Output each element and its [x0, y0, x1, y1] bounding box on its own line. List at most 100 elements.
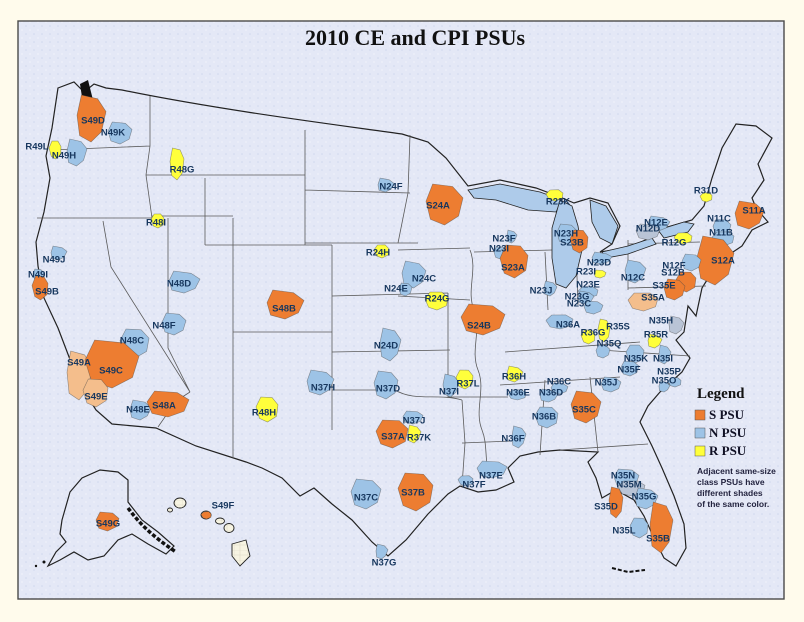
- psu-region-R31D: [699, 192, 713, 203]
- psu-label-S24A: S24A: [426, 201, 450, 212]
- psu-region-R48I: [150, 213, 165, 229]
- psu-label-N23H: N23H: [554, 229, 578, 240]
- psu-region-N35K: [625, 344, 645, 364]
- psu-region-R23K: [545, 189, 564, 202]
- psu-region-S48A: [146, 390, 190, 418]
- niihau-island: [167, 507, 173, 513]
- psu-label-S49A: S49A: [67, 358, 91, 369]
- aleutian-island: [34, 564, 38, 568]
- psu-label-N37I: N37I: [439, 387, 459, 398]
- psu-region-S49C: [84, 339, 140, 389]
- psu-label-N35P: N35P: [657, 367, 681, 378]
- psu-label-N36D: N36D: [539, 388, 563, 399]
- psu-region-R36H: [506, 365, 524, 383]
- psu-label-N35K: N35K: [624, 354, 648, 365]
- psu-region-S49D: [76, 94, 107, 143]
- psu-region-S37A: [375, 419, 409, 449]
- psu-region-S35D: [608, 486, 624, 519]
- psu-label-R24H: R24H: [366, 248, 390, 259]
- psu-region-N35I: [658, 344, 672, 365]
- psu-label-S49D: S49D: [81, 116, 105, 127]
- psu-region-N49K: [107, 121, 133, 145]
- psu-region-N48F: [161, 312, 187, 336]
- psu-label-N35J: N35J: [595, 378, 618, 389]
- psu-region-S11A: [734, 200, 765, 230]
- psu-label-R31D: R31D: [694, 186, 718, 197]
- psu-label-N11C: N11C: [707, 214, 731, 225]
- psu-region-N35H: [668, 315, 685, 335]
- psu-region-N12D: [635, 223, 661, 241]
- psu-label-S49C: S49C: [99, 366, 123, 377]
- psu-label-R24G: R24G: [425, 294, 450, 305]
- psu-label-N36C: N36C: [547, 377, 571, 388]
- psu-label-N23E: N23E: [576, 280, 600, 291]
- psu-label-N35I: N35I: [653, 354, 673, 365]
- psu-label-R35S: R35S: [606, 322, 630, 333]
- psu-label-N48E: N48E: [126, 405, 150, 416]
- psu-label-N24E: N24E: [384, 284, 408, 295]
- psu-label-S49G: S49G: [96, 519, 120, 530]
- psu-region-S49F: [200, 511, 212, 520]
- psu-region-N37C: [350, 478, 382, 510]
- psu-region-R23I: [593, 269, 607, 279]
- psu-region-N36E: [507, 389, 527, 401]
- psu-region-N24F: [377, 177, 395, 193]
- psu-label-N49K: N49K: [101, 128, 125, 139]
- psu-region-N37D: [373, 370, 399, 400]
- psu-region-N35P: [667, 377, 682, 388]
- psu-region-N35F: [620, 360, 640, 377]
- psu-label-N23G: N23G: [565, 292, 590, 303]
- legend-note-line-1: Adjacent same-size: [697, 466, 776, 476]
- psu-label-R48H: R48H: [252, 408, 276, 419]
- psu-label-S35E: S35E: [652, 281, 675, 292]
- psu-region-R37K: [407, 424, 422, 444]
- psu-label-N48F: N48F: [152, 321, 175, 332]
- psu-region-N35J: [600, 376, 622, 393]
- psu-region-N36F: [511, 425, 527, 449]
- psu-label-N23F: N23F: [492, 234, 515, 245]
- psu-region-S49G: [95, 511, 120, 532]
- psu-region-N24C: [401, 260, 427, 289]
- psu-region-N36D: [539, 388, 559, 403]
- psu-region-N37H: [306, 369, 335, 396]
- psu-label-S37B: S37B: [401, 488, 425, 499]
- psu-label-N36B: N36B: [532, 412, 556, 423]
- psu-region-S24B: [460, 303, 506, 336]
- psu-label-N35H: N35H: [649, 316, 673, 327]
- maui-island: [223, 523, 235, 533]
- psu-label-N12E: N12E: [644, 218, 668, 229]
- psu-region-N37F: [457, 475, 474, 487]
- psu-label-S35C: S35C: [572, 405, 596, 416]
- psu-region-N48D: [168, 270, 201, 294]
- psu-label-N35N: N35N: [611, 471, 635, 482]
- psu-label-S12A: S12A: [711, 256, 735, 267]
- psu-label-R36H: R36H: [502, 372, 526, 383]
- psu-region-R35R: [647, 333, 663, 349]
- psu-region-N36C: [550, 382, 569, 395]
- psu-label-S48B: S48B: [272, 304, 296, 315]
- psu-label-R35R: R35R: [644, 330, 668, 341]
- psu-label-N37C: N37C: [354, 493, 378, 504]
- psu-region-N12F: [681, 253, 702, 272]
- psu-region-N48E: [129, 399, 152, 421]
- psu-label-R37K: R37K: [407, 433, 431, 444]
- psu-region-S48B: [266, 289, 305, 320]
- legend-label-r-psu: R PSU: [709, 443, 747, 458]
- psu-label-N35O: N35O: [652, 376, 677, 387]
- psu-label-S35A: S35A: [641, 293, 665, 304]
- psu-label-N35Q: N35Q: [597, 339, 622, 350]
- legend-note-line-3: different shades: [697, 488, 763, 498]
- psu-region-S49B: [31, 275, 49, 301]
- psu-label-N23J: N23J: [530, 286, 553, 297]
- psu-label-R48I: R48I: [146, 218, 166, 229]
- psu-region-R12G: [673, 232, 693, 245]
- psu-label-N37F: N37F: [462, 480, 485, 491]
- lake-ontario: [657, 221, 695, 239]
- legend-note-line-2: class PSUs have: [697, 477, 765, 487]
- alaska-panhandle: [126, 506, 177, 554]
- psu-label-N36A: N36A: [556, 320, 580, 331]
- psu-label-N12D: N12D: [636, 224, 660, 235]
- big-island: [231, 539, 251, 567]
